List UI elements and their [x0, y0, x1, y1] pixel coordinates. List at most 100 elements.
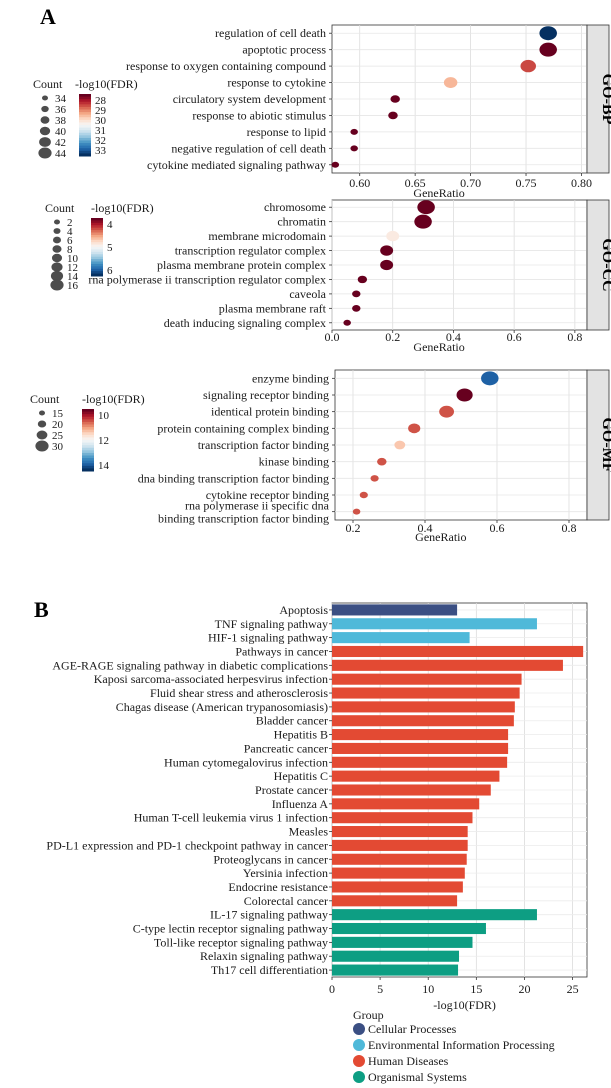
legend-count-label: 14	[67, 271, 79, 283]
bar-category-label: TNF signaling pathway	[215, 617, 328, 631]
tick-label-x: 0	[329, 982, 335, 996]
legend-count-label: 15	[52, 408, 64, 420]
colorbar-segment	[82, 427, 94, 431]
colorbar-segment	[91, 244, 103, 248]
bar-category-label: Fluid shear stress and atherosclerosis	[150, 686, 328, 700]
colorbar-segment	[79, 148, 91, 152]
dot-point	[520, 59, 536, 73]
legend-size-swatch	[39, 137, 51, 147]
colorbar-segment	[79, 114, 91, 118]
term-label: transcription factor binding	[198, 438, 329, 452]
dot-point	[408, 423, 421, 434]
colorbar-segment	[79, 112, 91, 116]
bar	[332, 895, 458, 907]
colorbar-segment	[91, 220, 103, 224]
legend-group-label: Human Diseases	[368, 1054, 449, 1068]
bar-category-label: Pathways in cancer	[235, 644, 328, 658]
legend-color-label: 6	[107, 265, 113, 277]
x-axis-label: GeneRatio	[413, 186, 464, 200]
bar-category-label: Influenza A	[272, 797, 329, 811]
term-label: plasma membrane protein complex	[157, 258, 326, 272]
colorbar-segment	[79, 137, 91, 141]
colorbar-segment	[91, 230, 103, 233]
dot-point	[380, 245, 394, 256]
term-label: cytokine receptor binding	[206, 488, 329, 502]
term-label: circulatory system development	[173, 92, 327, 106]
colorbar-segment	[91, 249, 103, 253]
legend-count-label: 38	[55, 115, 67, 127]
legend-size-swatch	[53, 228, 61, 234]
colorbar-segment	[91, 222, 103, 226]
legend-size-swatch	[50, 270, 64, 282]
legend-size-swatch	[42, 95, 48, 101]
tick-label-x: 0.2	[346, 521, 361, 535]
bar-category-label: Chagas disease (American trypanosomiasis…	[116, 700, 328, 714]
dot-point	[388, 111, 398, 120]
bar	[332, 950, 460, 962]
legend-color-title: -log10(FDR)	[91, 201, 154, 215]
legend-count-title: Count	[30, 392, 60, 406]
legend-count-label: 2	[67, 217, 73, 229]
colorbar-segment	[91, 242, 103, 246]
bar	[332, 659, 563, 671]
legend-size-swatch	[35, 440, 49, 452]
colorbar-segment	[79, 109, 91, 113]
term-label: chromatin	[277, 215, 326, 229]
colorbar-segment	[82, 442, 94, 446]
legend-size-swatch	[38, 147, 52, 159]
term-label: rna polymerase ii specific dna binding tr…	[158, 499, 330, 526]
legend-size-swatch	[40, 116, 50, 124]
tick-label-x: 5	[377, 982, 383, 996]
legend-size-swatch	[36, 430, 48, 440]
dot-point	[386, 230, 400, 242]
bar-category-label: Endocrine resistance	[228, 880, 328, 894]
dot-point	[390, 95, 400, 103]
colorbar-segment	[91, 259, 103, 262]
colorbar-segment	[79, 104, 91, 108]
bar	[332, 756, 508, 768]
bar	[332, 715, 514, 727]
term-label: dna binding transcription factor binding	[138, 471, 329, 485]
dot-point	[443, 77, 458, 88]
legend-size-swatch	[52, 245, 62, 253]
legend-color-label: 30	[95, 115, 107, 127]
bar-category-label: Pancreatic cancer	[244, 741, 328, 755]
colorbar-segment	[91, 239, 103, 243]
colorbar-segment	[79, 96, 91, 100]
colorbar-segment	[79, 94, 91, 98]
bar	[332, 687, 520, 699]
colorbar-segment	[79, 101, 91, 105]
legend-size-swatch	[39, 126, 51, 136]
bar	[332, 645, 584, 658]
colorbar-segment	[79, 117, 91, 121]
legend-count-title: Count	[45, 201, 75, 215]
bar-category-label: Human T-cell leukemia virus 1 infection	[134, 811, 328, 825]
colorbar-segment	[82, 414, 94, 418]
term-label: response to lipid	[247, 125, 326, 139]
legend-size-swatch	[50, 279, 64, 291]
legend-count-label: 42	[55, 137, 66, 149]
colorbar-segment	[91, 225, 103, 229]
legend-color-label: 5	[107, 242, 113, 254]
legend-count-label: 30	[52, 441, 64, 453]
bar	[332, 729, 509, 741]
colorbar-segment	[91, 256, 103, 260]
legend-color-label: 33	[95, 145, 107, 157]
legend-count-label: 34	[55, 93, 67, 105]
legend-size-swatch	[37, 420, 47, 428]
colorbar-segment	[82, 445, 94, 449]
colorbar-segment	[82, 437, 94, 441]
facet-label: GO-CC	[599, 238, 611, 291]
colorbar-segment	[79, 130, 91, 134]
legend-color-label: 32	[95, 135, 106, 147]
colorbar-segment	[82, 440, 94, 444]
bar-category-label: Relaxin signaling pathway	[200, 949, 328, 963]
colorbar-segment	[91, 263, 103, 267]
colorbar-segment	[82, 429, 94, 433]
x-axis-label: GeneRatio	[415, 530, 466, 544]
dot-point	[359, 491, 368, 499]
bar-category-label: Th17 cell differentiation	[211, 963, 328, 977]
colorbar-segment	[82, 434, 94, 438]
legend-count-label: 12	[67, 262, 78, 274]
facet-strip	[586, 199, 610, 331]
